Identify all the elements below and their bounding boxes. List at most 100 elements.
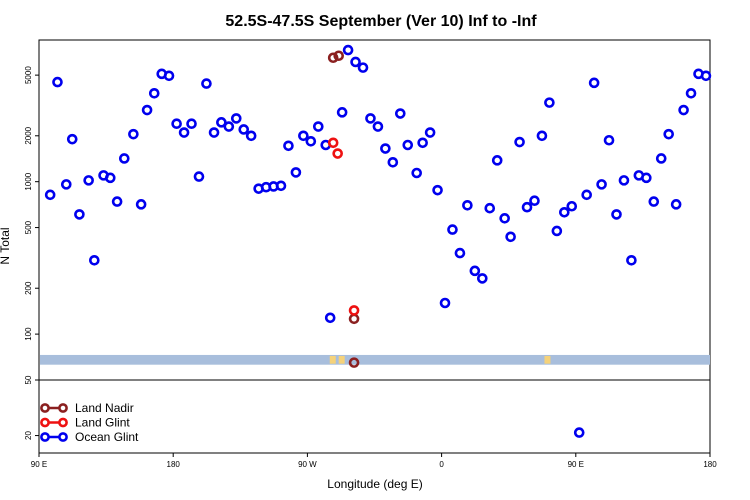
ocean-glint-point	[111, 196, 123, 207]
ocean-glint-legend-marker	[40, 432, 50, 442]
coverage-highlight	[338, 355, 345, 364]
x-tick-label: 180	[167, 460, 181, 469]
ocean-glint-point	[312, 121, 324, 132]
land-nadir-legend-marker	[58, 403, 68, 413]
ocean-glint-point	[336, 107, 348, 118]
ocean-glint-point	[275, 180, 287, 192]
land-nadir-point	[333, 50, 345, 62]
ocean-glint-point	[201, 78, 212, 89]
ocean-glint-point	[678, 104, 689, 116]
ocean-glint-point	[298, 130, 309, 142]
coverage-highlight	[544, 355, 551, 364]
y-axis-label: N Total	[0, 227, 12, 264]
ocean-glint-point	[141, 104, 153, 116]
coverage-highlight	[329, 355, 336, 364]
ocean-glint-point	[193, 171, 205, 182]
ocean-glint-point	[618, 175, 630, 186]
ocean-glint-point	[469, 265, 481, 277]
ocean-glint-point	[566, 200, 578, 212]
ocean-glint-point	[216, 117, 227, 128]
ocean-glint-point	[245, 130, 257, 142]
ocean-glint-point	[499, 213, 510, 224]
ocean-glint-point	[208, 127, 220, 138]
ocean-glint-point	[603, 134, 615, 146]
x-tick-label: 0	[439, 460, 444, 469]
ocean-glint-point	[432, 184, 443, 196]
y-tick-label: 5000	[24, 66, 33, 84]
ocean-glint-point	[350, 56, 361, 68]
ocean-glint-legend-marker	[58, 432, 68, 442]
ocean-glint-point	[290, 167, 302, 178]
ocean-glint-point	[380, 143, 391, 154]
ocean-glint-point	[83, 175, 94, 186]
land-glint-legend-marker	[58, 417, 68, 428]
land-glint-legend-label: Land Glint	[75, 416, 130, 430]
ocean-glint-point	[655, 153, 667, 164]
x-tick-label: 90 W	[298, 460, 317, 469]
ocean-glint-point	[230, 113, 242, 124]
ocean-glint-point	[484, 202, 496, 214]
ocean-glint-point	[596, 179, 607, 190]
y-tick-label: 200	[24, 281, 33, 295]
ocean-glint-point	[611, 209, 622, 220]
ocean-glint-point	[52, 76, 63, 88]
ocean-glint-point	[44, 189, 56, 201]
ocean-glint-point	[74, 209, 85, 220]
x-tick-label: 90 E	[568, 460, 584, 469]
ocean-glint-point	[66, 133, 78, 145]
y-tick-label: 500	[24, 220, 33, 234]
ocean-glint-point	[342, 44, 354, 56]
ocean-glint-point	[394, 108, 406, 119]
y-tick-label: 20	[24, 431, 33, 440]
y-tick-label: 50	[24, 375, 33, 384]
ocean-glint-point	[178, 127, 190, 138]
ocean-glint-point	[521, 201, 533, 213]
ocean-glint-point	[424, 127, 436, 138]
ocean-glint-point	[402, 139, 414, 151]
y-tick-label: 1000	[24, 172, 33, 190]
ocean-glint-point	[163, 70, 175, 82]
ocean-glint-point	[559, 206, 570, 218]
land-nadir-point	[348, 357, 360, 368]
y-tick-label: 2000	[24, 126, 33, 144]
ocean-glint-point	[581, 189, 592, 201]
ocean-glint-point	[223, 121, 235, 132]
x-tick-label: 90 E	[31, 460, 47, 469]
ocean-glint-legend-label: Ocean Glint	[75, 430, 139, 444]
ocean-glint-point	[477, 273, 488, 284]
x-axis-label: Longitude (deg E)	[327, 477, 422, 491]
ocean-glint-point	[544, 97, 555, 108]
ocean-glint-point	[536, 130, 548, 142]
ocean-glint-point	[505, 231, 516, 243]
ocean-glint-point	[663, 128, 674, 140]
land-glint-point	[348, 305, 360, 316]
ocean-glint-point	[238, 124, 250, 135]
ocean-glint-point	[60, 179, 72, 190]
chart-title: 52.5S-47.5S September (Ver 10) Inf to -I…	[225, 13, 537, 30]
ocean-glint-point	[454, 247, 466, 259]
ocean-glint-point	[324, 312, 336, 324]
plot-frame	[38, 39, 711, 454]
land-glint-point	[332, 148, 343, 159]
ocean-glint-point	[357, 62, 369, 73]
ocean-glint-point	[372, 121, 384, 132]
ocean-glint-point	[104, 172, 116, 184]
ocean-glint-point	[411, 167, 422, 179]
ocean-glint-point	[700, 70, 712, 82]
ocean-glint-point	[641, 172, 652, 184]
ocean-glint-point	[670, 199, 682, 210]
land-glint-point	[327, 137, 339, 149]
ocean-glint-point	[462, 199, 473, 211]
ocean-glint-point	[387, 157, 399, 168]
ocean-glint-point	[529, 195, 540, 207]
ocean-glint-point	[128, 128, 139, 140]
ocean-glint-point	[588, 77, 600, 89]
ocean-glint-point	[685, 87, 697, 99]
ocean-glint-point	[417, 137, 428, 149]
ocean-glint-point	[514, 136, 525, 148]
ocean-glint-point	[305, 136, 317, 147]
ocean-glint-point	[573, 427, 585, 438]
ocean-glint-point	[283, 140, 294, 152]
